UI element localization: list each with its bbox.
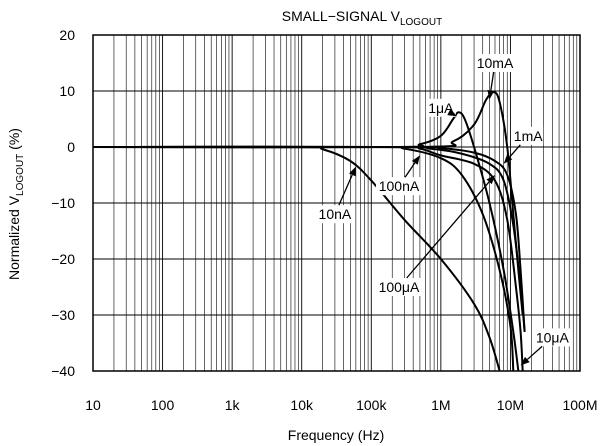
annotation-arrow-head [349, 166, 356, 177]
annotation-bg [513, 126, 544, 145]
annotation-bg [315, 205, 354, 224]
y-axis-label-suffix: (%) [6, 128, 22, 154]
annotation-bg [425, 98, 456, 117]
y-axis-label-main: Normalized V [6, 195, 22, 280]
x-tick-label: 100M [562, 397, 597, 413]
y-tick-label: 10 [59, 83, 75, 99]
annotation-label: 100μA [379, 279, 420, 295]
x-tick-label: 1M [431, 397, 450, 413]
annotation-label: 1mA [514, 128, 543, 144]
annotation-arrow-head [447, 108, 457, 117]
annotation-arrow-head [411, 155, 420, 165]
plot-frame [92, 34, 581, 372]
series-line-1ma [93, 145, 526, 332]
annotation-arrow-line [406, 181, 490, 279]
annotation-arrow-line [404, 162, 416, 178]
annotation-bg [533, 328, 572, 347]
annotation-arrow-head [487, 89, 495, 100]
series-group [93, 91, 526, 371]
x-tick-label: 100k [356, 397, 387, 413]
annotation-label: 10μA [536, 329, 570, 345]
annotation-label: 10nA [319, 206, 352, 222]
x-tick-label: 10k [290, 397, 314, 413]
annotation-arrow-head [520, 356, 530, 366]
annotation-bg [475, 54, 514, 72]
y-tick-labels: 20 10 0 −10 −20 −30 −40 [51, 27, 75, 379]
annotation-bg [375, 278, 422, 296]
grid [92, 34, 581, 372]
annotation-label: 1μA [428, 100, 454, 116]
series-line-100ua [93, 145, 526, 332]
y-tick-label: −40 [51, 363, 75, 379]
y-tick-label: −10 [51, 195, 75, 211]
y-tick-label: −30 [51, 307, 75, 323]
y-tick-label: −20 [51, 251, 75, 267]
x-tick-label: 10M [497, 397, 524, 413]
annotation-arrow-head [486, 175, 495, 185]
y-tick-label: 0 [67, 139, 75, 155]
annotation-arrow-line [509, 144, 521, 158]
x-tick-label: 1k [225, 397, 241, 413]
x-tick-label: 10 [85, 397, 101, 413]
x-tick-label: 100 [151, 397, 175, 413]
annotation-label: 100nA [379, 178, 420, 194]
x-tick-labels: 10 100 1k 10k 100k 1M 10M 100M [85, 397, 597, 413]
y-tick-label: 20 [59, 27, 75, 43]
annotation-arrow-line [490, 71, 495, 91]
y-axis-label-sub: LOGOUT [15, 154, 26, 196]
chart-title-sub: LOGOUT [400, 17, 442, 28]
annotation-arrow-head [503, 154, 513, 164]
annotation-bg [375, 177, 422, 196]
y-axis-label: Normalized VLOGOUT (%) [6, 128, 26, 280]
chart-title: SMALL−SIGNAL VLOGOUT [282, 8, 442, 28]
annotation-arrow-line [338, 174, 353, 206]
x-axis-label: Frequency (Hz) [288, 427, 384, 443]
annotation-label: 10mA [477, 55, 514, 71]
chart-title-main: SMALL−SIGNAL V [282, 8, 401, 24]
annotations-group: 10mA 1μA 1mA 100nA 10nA 100μA 10μA [315, 54, 572, 366]
annotation-arrow-line [526, 345, 543, 360]
